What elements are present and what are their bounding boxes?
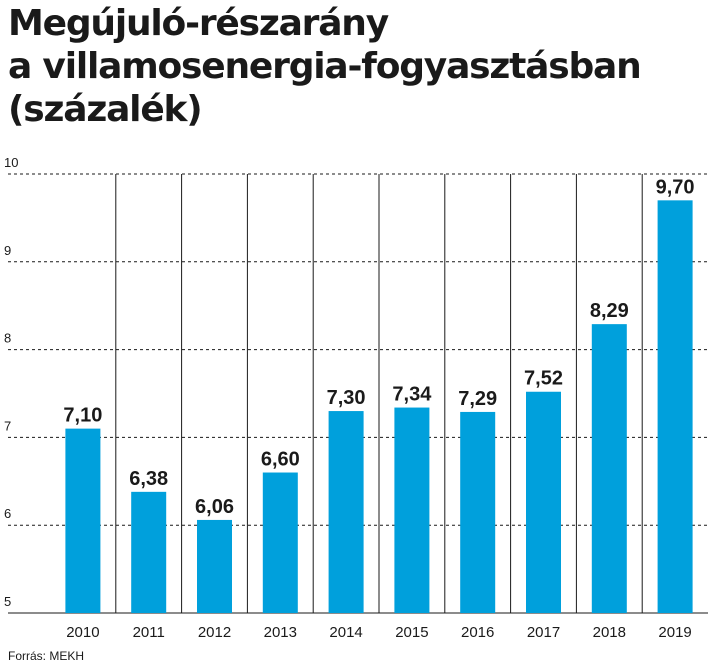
bar-value-label: 7,30 <box>327 387 366 409</box>
title-line-1: Megújuló-részarány <box>8 3 389 44</box>
bar <box>328 411 364 613</box>
bar-value-label: 8,29 <box>590 300 629 322</box>
bar <box>526 391 561 613</box>
x-tick-label: 2019 <box>658 624 691 641</box>
bar-value-label: 7,29 <box>458 388 497 410</box>
bar <box>460 411 496 613</box>
bar <box>197 519 232 613</box>
x-tick-label: 2018 <box>593 624 626 641</box>
bar-value-label: 6,60 <box>261 449 300 471</box>
bar-value-label: 7,34 <box>392 384 432 406</box>
bar-value-label: 6,06 <box>195 496 234 518</box>
source-note: Forrás: MEKH <box>8 649 85 663</box>
bar <box>131 491 167 613</box>
y-tick-label: 8 <box>4 331 11 346</box>
bar-chart: 5 6 7 8 9 10 7,10 2010 6,38 2011 6,06 2012 6,60 2013 7… <box>4 155 708 641</box>
y-tick-label: 9 <box>4 243 11 258</box>
title-line-2: a villamosenergia-fogyasztásban <box>8 46 642 87</box>
bar-value-label: 6,38 <box>129 468 168 490</box>
bar-value-label: 7,52 <box>524 368 563 390</box>
y-tick-label: 6 <box>4 506 11 521</box>
x-tick-label: 2015 <box>395 624 428 641</box>
x-tick-label: 2017 <box>527 624 560 641</box>
x-tick-label: 2012 <box>198 624 231 641</box>
y-tick-label: 10 <box>4 155 18 170</box>
bar-value-label: 7,10 <box>63 405 102 427</box>
bar <box>262 472 298 613</box>
x-tick-label: 2010 <box>66 624 99 641</box>
x-tick-label: 2014 <box>329 624 362 641</box>
x-tick-label: 2011 <box>133 624 165 641</box>
x-tick-label: 2013 <box>264 624 297 641</box>
title-line-3: (százalék) <box>8 89 203 130</box>
bar <box>65 428 101 613</box>
bar <box>394 407 430 613</box>
y-tick-label: 5 <box>4 594 11 609</box>
bar-value-label: 9,70 <box>656 176 695 198</box>
bar <box>591 324 627 613</box>
chart-title: Megújuló-részarány a villamosenergia-fog… <box>8 2 642 131</box>
y-tick-label: 7 <box>4 418 11 433</box>
bar <box>657 200 693 613</box>
x-tick-label: 2016 <box>461 624 494 641</box>
